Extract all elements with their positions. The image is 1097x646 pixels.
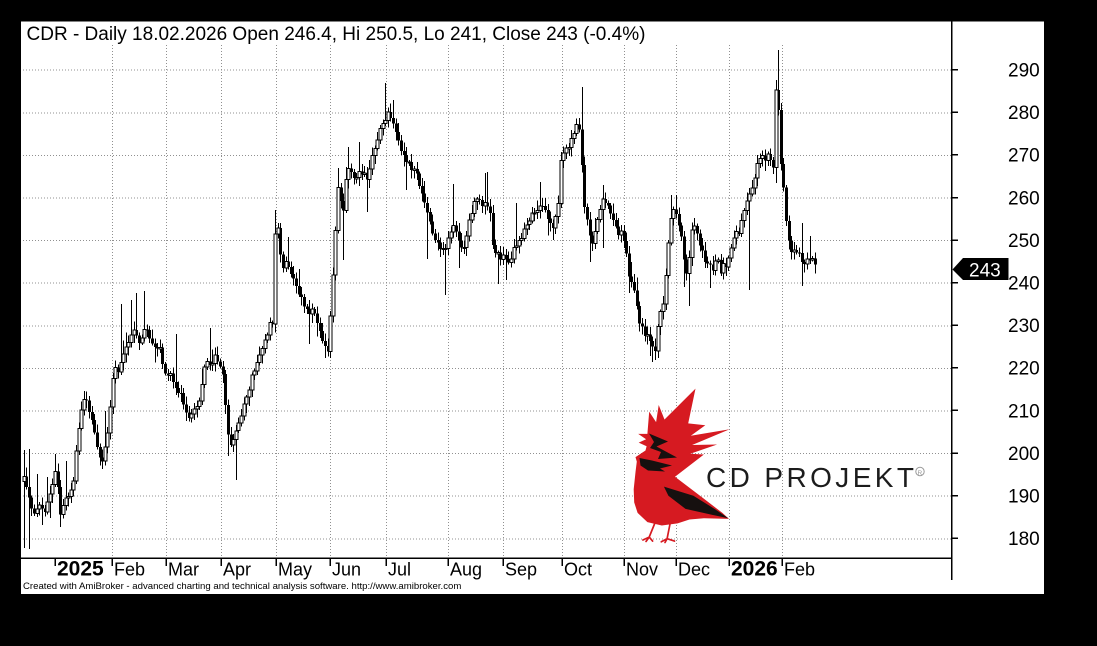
- svg-text:2026: 2026: [731, 558, 778, 581]
- svg-text:Sep: Sep: [505, 560, 537, 580]
- svg-text:250: 250: [1008, 231, 1040, 252]
- svg-text:CD PROJEKT: CD PROJEKT: [706, 462, 917, 493]
- svg-text:270: 270: [1008, 146, 1040, 167]
- svg-text:190: 190: [1008, 487, 1040, 508]
- svg-text:210: 210: [1008, 401, 1040, 422]
- svg-text:Jul: Jul: [388, 560, 411, 580]
- svg-text:CDR - Daily 18.02.2026 Open 24: CDR - Daily 18.02.2026 Open 246.4, Hi 25…: [27, 24, 646, 45]
- svg-text:220: 220: [1008, 359, 1040, 380]
- svg-text:200: 200: [1008, 444, 1040, 465]
- svg-text:180: 180: [1008, 529, 1040, 550]
- svg-text:290: 290: [1008, 61, 1040, 82]
- svg-text:260: 260: [1008, 188, 1040, 209]
- svg-text:Feb: Feb: [784, 560, 815, 580]
- svg-text:Mar: Mar: [168, 560, 199, 580]
- svg-text:230: 230: [1008, 316, 1040, 337]
- svg-text:Feb: Feb: [114, 560, 145, 580]
- svg-text:R: R: [918, 470, 923, 477]
- svg-text:280: 280: [1008, 103, 1040, 124]
- svg-text:Aug: Aug: [450, 560, 482, 580]
- svg-text:Jun: Jun: [332, 560, 361, 580]
- svg-text:243: 243: [969, 260, 1001, 281]
- svg-text:Dec: Dec: [678, 560, 710, 580]
- svg-text:Apr: Apr: [223, 560, 251, 580]
- svg-text:2025: 2025: [57, 558, 104, 581]
- svg-text:May: May: [278, 560, 312, 580]
- svg-text:240: 240: [1008, 274, 1040, 295]
- svg-text:Oct: Oct: [564, 560, 592, 580]
- svg-text:Created with AmiBroker - advan: Created with AmiBroker - advanced charti…: [23, 581, 461, 592]
- svg-text:Nov: Nov: [626, 560, 658, 580]
